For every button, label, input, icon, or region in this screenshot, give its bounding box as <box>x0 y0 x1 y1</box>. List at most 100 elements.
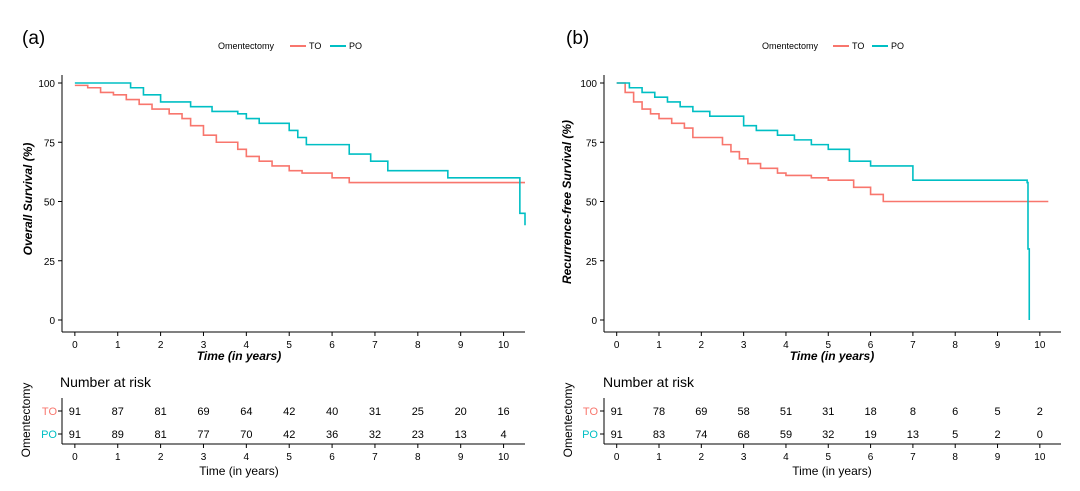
x-tick-label: 3 <box>741 340 747 351</box>
legend: Omentectomy TO PO <box>218 41 362 51</box>
risk-row-label-po: PO <box>41 429 57 441</box>
panel-a-label: (a) <box>22 28 45 49</box>
risk-x-tick-label: 5 <box>825 452 831 463</box>
risk-count: 42 <box>283 406 295 418</box>
risk-count: 5 <box>994 406 1000 418</box>
survival-curve-po <box>616 82 1031 320</box>
legend-title: Omentectomy <box>218 41 275 51</box>
risk-x-tick-label: 1 <box>656 452 662 463</box>
x-tick-label: 4 <box>244 340 250 351</box>
y-tick-label: 50 <box>44 198 56 209</box>
risk-x-tick-label: 8 <box>415 452 421 463</box>
risk-x-tick-label: 3 <box>741 452 747 463</box>
risk-x-tick-label: 6 <box>868 452 874 463</box>
risk-x-tick-label: 2 <box>699 452 705 463</box>
survival-curve-to <box>616 82 1049 203</box>
risk-count: 0 <box>1037 429 1043 441</box>
survival-curve-po <box>74 82 526 226</box>
risk-count: 77 <box>197 429 209 441</box>
risk-table-strata-label: Omentectomy <box>561 383 575 458</box>
risk-table-title: Number at risk <box>603 374 695 390</box>
risk-count: 18 <box>864 406 876 418</box>
risk-table: Number at risk Omentectomy Time (in year… <box>561 374 1061 478</box>
risk-count: 91 <box>611 429 623 441</box>
risk-table-x-label: Time (in years) <box>792 464 872 478</box>
risk-count: 42 <box>283 429 295 441</box>
legend: Omentectomy TO PO <box>762 41 904 51</box>
y-tick-label: 25 <box>586 257 598 268</box>
risk-x-tick-label: 10 <box>498 452 510 463</box>
risk-x-tick-label: 7 <box>372 452 378 463</box>
y-axis-label: Overall Survival (%) <box>21 143 35 256</box>
risk-x-tick-label: 9 <box>458 452 464 463</box>
legend-entry-to: TO <box>852 41 864 51</box>
risk-x-tick-label: 7 <box>910 452 916 463</box>
risk-count: 6 <box>952 406 958 418</box>
risk-count: 81 <box>154 429 166 441</box>
risk-count: 40 <box>326 406 338 418</box>
risk-x-tick-label: 1 <box>115 452 121 463</box>
risk-count: 58 <box>738 406 750 418</box>
risk-count: 8 <box>910 406 916 418</box>
survival-plot: 0 25 50 75 100 0 1 2 3 4 5 6 7 8 9 10 <box>38 75 526 351</box>
risk-row-label-po: PO <box>582 429 598 441</box>
x-tick-label: 6 <box>868 340 874 351</box>
risk-count: 68 <box>738 429 750 441</box>
risk-count: 78 <box>653 406 665 418</box>
y-tick-label: 75 <box>44 138 56 149</box>
x-tick-label: 10 <box>498 340 510 351</box>
x-tick-label: 3 <box>201 340 207 351</box>
y-tick-label: 0 <box>591 316 597 327</box>
risk-x-tick-label: 0 <box>614 452 620 463</box>
risk-count: 91 <box>611 406 623 418</box>
risk-count: 19 <box>864 429 876 441</box>
y-tick-label: 100 <box>580 79 597 90</box>
y-tick-label: 75 <box>586 138 598 149</box>
risk-table-x-label: Time (in years) <box>199 464 279 478</box>
risk-count: 87 <box>112 406 124 418</box>
risk-x-tick-label: 6 <box>329 452 335 463</box>
survival-plot: 0 25 50 75 100 0 1 2 3 4 5 6 7 8 9 10 <box>580 75 1061 351</box>
x-tick-label: 7 <box>372 340 378 351</box>
risk-count: 81 <box>154 406 166 418</box>
risk-count: 23 <box>412 429 424 441</box>
risk-count: 20 <box>455 406 467 418</box>
risk-x-tick-label: 5 <box>286 452 292 463</box>
risk-count: 70 <box>240 429 252 441</box>
risk-count: 69 <box>695 406 707 418</box>
legend-title: Omentectomy <box>762 41 819 51</box>
x-axis-label: Time (in years) <box>790 349 874 363</box>
risk-x-tick-label: 2 <box>158 452 164 463</box>
risk-x-tick-label: 10 <box>1034 452 1046 463</box>
x-tick-label: 5 <box>825 340 831 351</box>
legend-entry-to: TO <box>309 41 321 51</box>
y-tick-label: 50 <box>586 198 598 209</box>
x-tick-label: 1 <box>656 340 662 351</box>
legend-entry-po: PO <box>349 41 362 51</box>
y-tick-label: 0 <box>49 316 55 327</box>
risk-x-tick-label: 4 <box>783 452 789 463</box>
x-tick-label: 4 <box>783 340 789 351</box>
x-tick-label: 0 <box>614 340 620 351</box>
risk-x-tick-label: 0 <box>72 452 78 463</box>
x-tick-label: 8 <box>415 340 421 351</box>
y-axis-label: Recurrence-free Survival (%) <box>560 120 574 284</box>
risk-count: 91 <box>69 406 81 418</box>
risk-count: 32 <box>822 429 834 441</box>
risk-count: 32 <box>369 429 381 441</box>
risk-count: 89 <box>112 429 124 441</box>
risk-count: 13 <box>907 429 919 441</box>
risk-count: 36 <box>326 429 338 441</box>
risk-count: 64 <box>240 406 252 418</box>
x-tick-label: 9 <box>995 340 1001 351</box>
legend-entry-po: PO <box>891 41 904 51</box>
risk-row-label-to: TO <box>583 406 599 418</box>
x-tick-label: 9 <box>458 340 464 351</box>
risk-count: 59 <box>780 429 792 441</box>
x-tick-label: 1 <box>115 340 121 351</box>
risk-count: 74 <box>695 429 707 441</box>
risk-count: 16 <box>497 406 509 418</box>
risk-x-tick-label: 4 <box>244 452 250 463</box>
y-tick-label: 100 <box>38 79 55 90</box>
